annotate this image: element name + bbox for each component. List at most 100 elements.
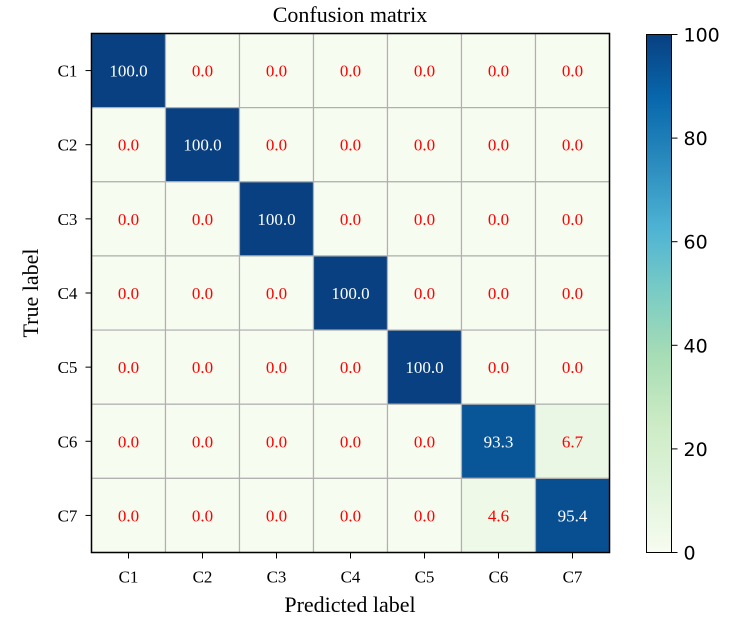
cell-value-label: 0.0 (266, 136, 287, 155)
heatmap-cell (164, 403, 241, 479)
heatmap-cell (90, 32, 167, 109)
y-tick-label: C5 (58, 358, 78, 377)
cell-value-label: 0.0 (414, 506, 435, 525)
cell-value-label: 100.0 (331, 284, 369, 303)
cell-value-label: 0.0 (562, 358, 583, 377)
y-tick-label: C6 (58, 432, 78, 451)
heatmap-cell (312, 403, 389, 479)
y-axis-ticks: C1 C2 C3 C4 C5 C6 C7 (58, 62, 92, 525)
colorbar-ticks: 0 20 40 60 80 100 (671, 25, 720, 565)
cell-value-label: 0.0 (488, 62, 509, 81)
heatmap-cell (90, 255, 167, 331)
cell-value-label: 0.0 (562, 210, 583, 229)
cell-value-label: 0.0 (266, 506, 287, 525)
x-tick-label: C5 (415, 568, 435, 587)
heatmap-cell (460, 181, 537, 257)
colorbar (646, 34, 672, 553)
colorbar-tick-label: 100 (684, 25, 720, 47)
cell-value-label: 0.0 (414, 432, 435, 451)
cell-value-label: 0.0 (266, 432, 287, 451)
cell-value-label: 0.0 (488, 284, 509, 303)
cell-value-label: 0.0 (192, 432, 213, 451)
heatmap-cell (534, 255, 611, 331)
heatmap-cell (238, 329, 315, 405)
heatmap-cell (386, 181, 463, 257)
heatmap-cell (164, 181, 241, 257)
cell-value-label: 100.0 (183, 136, 221, 155)
heatmap-cell (460, 32, 537, 109)
y-tick-label: C7 (58, 506, 78, 525)
cell-value-label: 0.0 (266, 284, 287, 303)
heatmap-cell (386, 477, 463, 554)
cell-value-label: 0.0 (414, 284, 435, 303)
heatmap-cell (312, 255, 389, 331)
cell-value-label: 0.0 (340, 136, 361, 155)
cell-value-label: 0.0 (192, 284, 213, 303)
heatmap-cell (238, 477, 315, 554)
x-tick-label: C1 (119, 568, 139, 587)
cell-value-label: 0.0 (266, 62, 287, 81)
cell-value-label: 0.0 (340, 506, 361, 525)
heatmap-cell (534, 181, 611, 257)
cell-value-label: 0.0 (340, 210, 361, 229)
heatmap-cell (460, 255, 537, 331)
cell-value-label: 0.0 (414, 62, 435, 81)
cell-value-label: 0.0 (192, 210, 213, 229)
cell-value-label: 0.0 (192, 506, 213, 525)
cell-value-label: 93.3 (484, 432, 514, 451)
colorbar-tick-label: 80 (684, 128, 708, 150)
y-tick-label: C3 (58, 210, 78, 229)
heatmap-cell (238, 181, 315, 257)
cell-value-label: 0.0 (118, 136, 139, 155)
heatmap-cells (90, 32, 611, 554)
heatmap-cell (386, 403, 463, 479)
cell-value-label: 0.0 (340, 358, 361, 377)
heatmap-cell (534, 107, 611, 183)
cell-value-label: 6.7 (562, 432, 584, 451)
cell-value-label: 0.0 (340, 432, 361, 451)
x-tick-label: C2 (193, 568, 213, 587)
cell-value-label: 4.6 (488, 506, 509, 525)
colorbar-tick-label: 60 (684, 232, 708, 254)
colorbar-tick-label: 20 (684, 439, 708, 461)
heatmap-cell (534, 477, 611, 554)
heatmap-cell (90, 477, 167, 554)
y-tick-label: C4 (58, 284, 78, 303)
cell-value-label: 95.4 (558, 506, 588, 525)
cell-value-label: 0.0 (562, 62, 583, 81)
colorbar-tick-label: 40 (684, 335, 708, 357)
cell-value-label: 0.0 (192, 358, 213, 377)
x-tick-label: C6 (489, 568, 509, 587)
cell-value-labels: 100.0 0.0 0.0 0.0 0.0 0.0 0.0 0.0 100.0 0.0 0.0 0.0… (109, 62, 588, 526)
cell-value-label: 0.0 (266, 358, 287, 377)
heatmap-cell (460, 477, 537, 554)
heatmap-cell (312, 477, 389, 554)
heatmap-cell (164, 255, 241, 331)
cell-value-label: 0.0 (118, 284, 139, 303)
cell-value-label: 0.0 (488, 358, 509, 377)
cell-value-label: 100.0 (405, 358, 443, 377)
heatmap-cell (534, 403, 611, 479)
heatmap-cell (164, 32, 241, 109)
heatmap-cell (312, 181, 389, 257)
cell-value-label: 0.0 (562, 136, 583, 155)
x-tick-label: C4 (341, 568, 361, 587)
cell-value-label: 0.0 (118, 506, 139, 525)
cell-value-label: 0.0 (340, 62, 361, 81)
cell-value-label: 100.0 (257, 210, 295, 229)
x-tick-label: C7 (563, 568, 583, 587)
y-tick-label: C1 (58, 62, 78, 81)
heatmap-cell (90, 329, 167, 405)
y-axis-label: True label (18, 248, 43, 337)
x-tick-label: C3 (267, 568, 287, 587)
cell-value-label: 0.0 (118, 358, 139, 377)
y-tick-label: C2 (58, 136, 78, 155)
x-axis-label: Predicted label (284, 592, 415, 617)
cell-value-label: 0.0 (118, 210, 139, 229)
cell-value-label: 0.0 (488, 136, 509, 155)
cell-value-label: 0.0 (414, 136, 435, 155)
heatmap-cell (386, 107, 463, 183)
cell-value-label: 0.0 (192, 62, 213, 81)
cell-value-label: 0.0 (118, 432, 139, 451)
